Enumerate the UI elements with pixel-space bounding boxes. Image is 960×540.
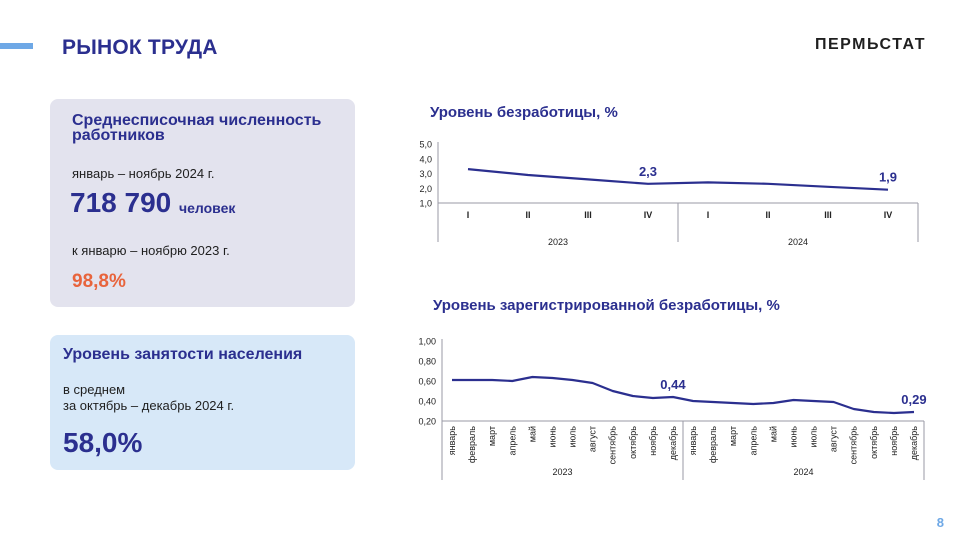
group-label: 2024 [788,237,808,247]
x-tick-label: I [467,210,470,220]
x-tick-label: июнь [547,426,557,448]
x-tick-label: февраль [467,426,477,463]
x-tick-label: II [525,210,530,220]
x-tick-label: июль [568,426,578,448]
y-tick-label: 4,0 [419,154,432,164]
x-tick-label: II [765,210,770,220]
y-tick-label: 2,0 [419,184,432,194]
x-tick-label: июнь [788,426,798,448]
x-tick-label: март [487,426,497,446]
x-tick-label: октябрь [628,426,638,459]
x-tick-label: ноябрь [648,426,658,456]
x-tick-label: май [527,426,537,442]
data-label: 1,9 [879,170,897,185]
x-tick-label: декабрь [909,426,919,461]
x-tick-label: февраль [708,426,718,463]
x-tick-label: январь [688,426,698,456]
group-label: 2023 [548,237,568,247]
x-tick-label: IV [644,210,653,220]
x-tick-label: апрель [507,426,517,456]
y-tick-label: 0,20 [418,417,436,427]
y-tick-label: 3,0 [419,169,432,179]
employees-card-title-line2: работников [72,127,165,144]
employees-value: 718 790 [70,187,172,218]
page-number: 8 [936,515,944,530]
x-tick-label: III [824,210,832,220]
series-line [467,168,889,191]
group-label: 2024 [793,467,813,477]
employees-unit: человек [179,200,236,216]
y-tick-label: 1,0 [419,199,432,209]
series-line [452,375,915,415]
x-tick-label: ноябрь [889,426,899,456]
brand-logo: ПЕРМЬСТАТ [814,36,926,53]
employment-line1: в среднем [63,382,126,397]
x-tick-label: IV [884,210,893,220]
y-tick-label: 5,0 [419,140,432,150]
group-label: 2023 [552,467,572,477]
employment-line2: за октябрь – декабрь 2024 г. [63,398,235,413]
x-tick-label: март [728,426,738,446]
employment-card-title: Уровень занятости населения [63,346,303,363]
employees-compare-label: к январю – ноябрю 2023 г. [72,243,230,258]
x-tick-label: август [829,426,839,452]
employment-card: Уровень занятости населения в среднем за… [50,335,355,470]
employees-period: январь – ноябрь 2024 г. [72,166,215,181]
chart2-title: Уровень зарегистрированной безработицы, … [433,297,780,314]
employment-value: 58,0% [63,427,143,458]
x-tick-label: сентябрь [849,426,859,465]
x-tick-label: май [768,426,778,442]
data-label: 0,44 [660,377,686,392]
x-tick-label: октябрь [869,426,879,459]
y-tick-label: 0,80 [418,357,436,367]
employees-card: Среднесписочная численность работников я… [50,99,355,307]
x-tick-label: I [707,210,710,220]
employees-card-title-line1: Среднесписочная численность [72,112,322,129]
accent-bar [0,43,33,49]
x-tick-label: III [584,210,592,220]
x-tick-label: июль [809,426,819,448]
x-tick-label: январь [447,426,457,456]
x-tick-label: апрель [748,426,758,456]
registered-unemployment-chart: 0,20 0,40 0,60 0,80 1,00 2023 2024 январь феврал… [418,337,927,480]
x-tick-label: декабрь [668,426,678,461]
employees-compare-value: 98,8% [72,271,126,292]
y-tick-label: 0,60 [418,377,436,387]
page-title: РЫНОК ТРУДА [62,36,218,59]
data-label: 2,3 [639,164,657,179]
x-tick-label: август [588,426,598,452]
y-tick-label: 1,00 [418,337,436,347]
y-tick-label: 0,40 [418,397,436,407]
data-label: 0,29 [901,392,926,407]
chart1-title: Уровень безработицы, % [430,104,618,121]
x-tick-label: сентябрь [608,426,618,465]
